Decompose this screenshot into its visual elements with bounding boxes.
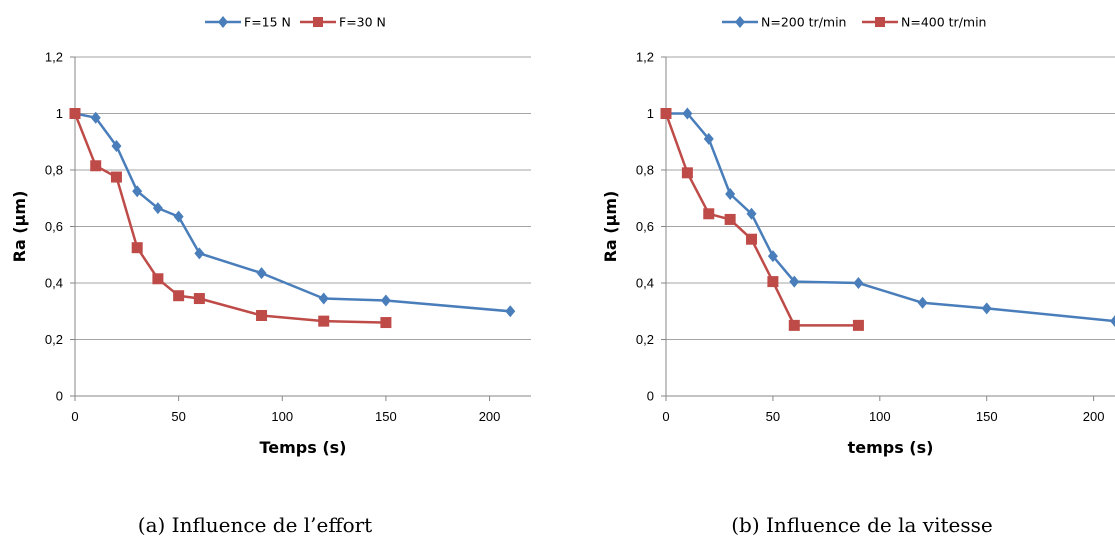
x-tick-label: 0	[71, 409, 78, 424]
data-point-2	[724, 213, 736, 225]
legend-label-1: F=15 N	[244, 15, 291, 30]
chart-speed-influence: 0 0,2 0,4 0,6 0,8 1 1,2 0 50 100 150 200 temps (s) Ra…	[601, 15, 1115, 537]
data-point-2	[110, 171, 122, 183]
data-point-1	[917, 296, 928, 309]
legend-marker-1	[218, 16, 228, 28]
y-tick-label: 0,2	[45, 332, 63, 347]
series-line-1	[74, 112, 511, 313]
data-point-2	[152, 273, 164, 285]
y-axis-title: Ra (µm)	[601, 191, 620, 263]
legend-marker-1	[735, 16, 745, 28]
x-tick-label: 50	[171, 409, 185, 424]
data-point-1	[853, 277, 864, 289]
x-tick-label: 0	[662, 409, 669, 424]
y-tick-label: 1	[647, 106, 654, 121]
y-tick-label: 0,8	[45, 163, 63, 178]
y-tick-label: 0,6	[45, 219, 63, 234]
data-point-1	[682, 107, 693, 120]
data-point-1	[1110, 315, 1115, 328]
data-point-2	[380, 317, 392, 329]
data-point-2	[193, 293, 205, 305]
data-point-1	[725, 188, 736, 201]
y-tick-label: 1,2	[45, 50, 63, 65]
x-tick-label: 100	[869, 409, 891, 424]
y-tick-label: 0,2	[636, 332, 654, 347]
data-point-2	[69, 108, 81, 119]
data-point-1	[746, 207, 757, 220]
y-axis-title: Ra (µm)	[10, 191, 29, 263]
legend-label-2: N=400 tr/min	[901, 15, 986, 30]
legend-label-1: N=200 tr/min	[761, 15, 846, 30]
x-axis-title: Temps (s)	[259, 438, 346, 457]
data-point-2	[681, 167, 693, 179]
data-point-1	[380, 294, 391, 307]
y-tick-label: 0,6	[636, 219, 654, 234]
data-point-1	[194, 247, 205, 260]
y-tick-label: 1,2	[636, 50, 654, 65]
data-point-2	[256, 309, 268, 321]
x-axis-title: temps (s)	[848, 438, 934, 457]
y-tick-label: 0,8	[636, 163, 654, 178]
figure-caption: (b) Influence de la vitesse	[731, 513, 992, 537]
data-point-1	[173, 210, 184, 223]
y-tick-label: 0	[56, 389, 63, 404]
y-tick-label: 0,4	[45, 276, 63, 291]
data-point-2	[767, 276, 779, 288]
series-line-2	[73, 113, 386, 324]
data-point-1	[111, 139, 122, 152]
y-tick-label: 0,4	[636, 276, 654, 291]
series-line-2	[664, 113, 859, 327]
x-tick-label: 200	[1083, 409, 1105, 424]
data-point-2	[660, 108, 672, 119]
y-tick-label: 1	[56, 106, 63, 121]
legend-marker-2	[875, 17, 885, 27]
x-tick-label: 50	[766, 409, 780, 424]
data-point-1	[152, 202, 163, 215]
data-point-1	[90, 111, 101, 124]
data-point-1	[981, 302, 992, 315]
y-tick-label: 0	[647, 389, 654, 404]
chart-effort-influence: 0 0,2 0,4 0,6 0,8 1 1,2 0 50 100 150 200 Temps (s) Ra…	[10, 15, 531, 537]
x-tick-label: 150	[976, 409, 998, 424]
data-point-2	[318, 315, 330, 327]
data-point-2	[788, 319, 800, 331]
data-point-2	[746, 233, 758, 245]
data-point-1	[318, 292, 329, 305]
x-tick-label: 200	[479, 409, 501, 424]
data-point-1	[132, 185, 143, 198]
x-tick-label: 150	[375, 409, 397, 424]
data-point-1	[703, 132, 714, 145]
data-point-1	[789, 275, 800, 288]
data-point-2	[852, 319, 864, 331]
legend-marker-2	[313, 17, 323, 27]
data-point-1	[505, 305, 516, 318]
legend-label-2: F=30 N	[339, 15, 386, 30]
data-point-2	[90, 160, 102, 172]
data-point-2	[703, 208, 715, 220]
data-point-2	[131, 242, 143, 254]
figure-caption: (a) Influence de l’effort	[138, 513, 372, 537]
data-point-1	[256, 267, 267, 280]
data-point-2	[173, 290, 185, 302]
x-tick-label: 100	[271, 409, 293, 424]
data-point-1	[767, 250, 778, 263]
